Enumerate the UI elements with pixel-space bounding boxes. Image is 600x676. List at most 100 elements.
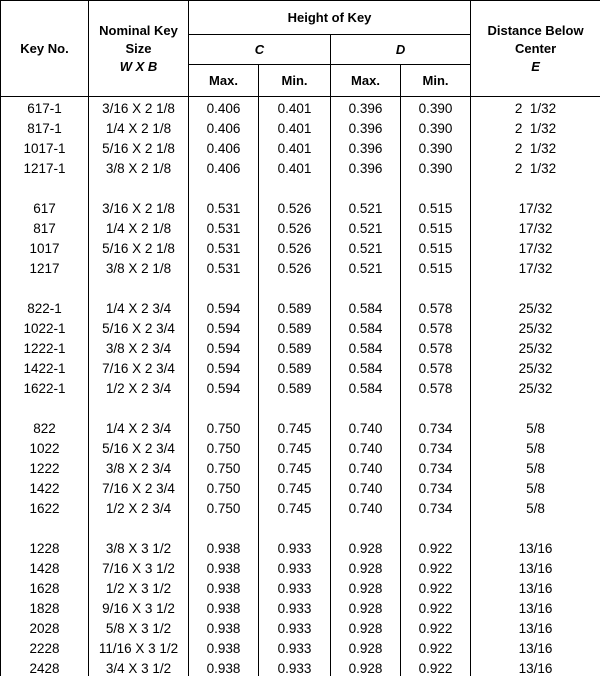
table-cell: 7/16 X 3 1/2 — [88, 559, 189, 579]
spacer-cell — [470, 279, 600, 299]
c-header: C — [188, 34, 331, 65]
table-row: 1022-1 5/16 X 2 3/4 0.594 0.589 0.584 0.578 25… — [0, 319, 600, 339]
table-row: 822 1/4 X 2 3/4 0.750 0.745 0.740 0.734 5/8 — [0, 419, 600, 439]
table-cell: 0.734 — [399, 479, 472, 499]
table-cell: 0.526 — [258, 219, 331, 239]
table-cell: 1222-1 — [0, 339, 89, 359]
table-cell: 0.928 — [330, 619, 401, 639]
table-cell: 1022 — [0, 439, 89, 459]
table-cell: 2 1/32 — [470, 139, 600, 159]
table-cell: 0.526 — [258, 199, 331, 219]
table-cell: 0.938 — [188, 579, 259, 599]
table-cell: 1828 — [0, 599, 89, 619]
table-row: 822-1 1/4 X 2 3/4 0.594 0.589 0.584 0.578 25/3… — [0, 299, 600, 319]
table-cell: 0.521 — [330, 199, 401, 219]
table-cell: 0.594 — [188, 379, 259, 399]
table-cell: 2428 — [0, 659, 89, 676]
table-cell: 0.589 — [258, 339, 331, 359]
table-cell: 1022-1 — [0, 319, 89, 339]
spacer-row — [0, 519, 600, 539]
spacer-cell — [188, 179, 259, 199]
distance-header: Distance Below Center E — [470, 0, 600, 97]
table-cell: 1/4 X 2 3/4 — [88, 299, 189, 319]
table-cell: 2 1/32 — [470, 159, 600, 179]
nominal-header: Nominal Key Size W X B — [88, 0, 189, 97]
table-cell: 617 — [0, 199, 89, 219]
table-cell: 0.928 — [330, 639, 401, 659]
table-cell: 0.390 — [399, 159, 472, 179]
table-row: 2228 11/16 X 3 1/2 0.938 0.933 0.928 0.922 13/… — [0, 639, 600, 659]
d-label: D — [395, 41, 406, 57]
table-cell: 0.745 — [258, 439, 331, 459]
d-header: D — [329, 34, 472, 65]
table-cell: 0.745 — [258, 499, 331, 519]
table-cell: 3/8 X 2 3/4 — [88, 459, 189, 479]
table-cell: 0.938 — [188, 639, 259, 659]
table-cell: 7/16 X 2 3/4 — [88, 479, 189, 499]
table-cell: 0.578 — [399, 299, 472, 319]
table-cell: 0.740 — [330, 459, 401, 479]
table-cell: 25/32 — [470, 299, 600, 319]
table-cell: 0.734 — [399, 459, 472, 479]
table-cell: 0.584 — [330, 339, 401, 359]
table-cell: 0.938 — [188, 559, 259, 579]
spacer-cell — [399, 179, 472, 199]
table-cell: 13/16 — [470, 539, 600, 559]
table-body: 617-1 3/16 X 2 1/8 0.406 0.401 0.396 0.390 2 1… — [0, 96, 600, 676]
table-row: 817 1/4 X 2 1/8 0.531 0.526 0.521 0.515 17/32 — [0, 219, 600, 239]
table-cell: 1428 — [0, 559, 89, 579]
table-cell: 0.922 — [399, 659, 472, 676]
table-cell: 0.526 — [258, 239, 331, 259]
table-row: 1217-1 3/8 X 2 1/8 0.406 0.401 0.396 0.390 2 1… — [0, 159, 600, 179]
table-cell: 0.526 — [258, 259, 331, 279]
table-cell: 0.740 — [330, 479, 401, 499]
table-cell: 1622-1 — [0, 379, 89, 399]
table-cell: 13/16 — [470, 599, 600, 619]
table-cell: 2 1/32 — [470, 96, 600, 119]
table-cell: 0.396 — [330, 159, 401, 179]
table-cell: 0.933 — [258, 639, 331, 659]
table-cell: 0.740 — [330, 499, 401, 519]
table-cell: 0.734 — [399, 419, 472, 439]
spacer-cell — [258, 179, 331, 199]
table-cell: 0.521 — [330, 259, 401, 279]
table-cell: 5/8 — [470, 459, 600, 479]
table-row: 817-1 1/4 X 2 1/8 0.406 0.401 0.396 0.390 2 1/… — [0, 119, 600, 139]
table-cell: 0.734 — [399, 439, 472, 459]
spacer-cell — [88, 179, 189, 199]
table-row: 1217 3/8 X 2 1/8 0.531 0.526 0.521 0.515 17/32 — [0, 259, 600, 279]
table-row: 1622 1/2 X 2 3/4 0.750 0.745 0.740 0.734 5/8 — [0, 499, 600, 519]
table-cell: 1422 — [0, 479, 89, 499]
table-cell: 0.594 — [188, 299, 259, 319]
spacer-cell — [330, 519, 401, 539]
table-cell: 0.928 — [330, 579, 401, 599]
table-cell: 0.396 — [330, 139, 401, 159]
table-cell: 1228 — [0, 539, 89, 559]
table-cell: 0.594 — [188, 359, 259, 379]
table-cell: 0.589 — [258, 359, 331, 379]
table-cell: 5/8 — [470, 499, 600, 519]
table-cell: 0.584 — [330, 319, 401, 339]
table-cell: 0.578 — [399, 359, 472, 379]
table-cell: 13/16 — [470, 579, 600, 599]
distance-sub: E — [531, 58, 540, 74]
min-header: Min. — [258, 64, 331, 97]
table-cell: 817 — [0, 219, 89, 239]
table-cell: 17/32 — [470, 259, 600, 279]
table-row: 1828 9/16 X 3 1/2 0.938 0.933 0.928 0.922 13/1… — [0, 599, 600, 619]
table-cell: 0.406 — [188, 139, 259, 159]
table-cell: 617-1 — [0, 96, 89, 119]
table-cell: 25/32 — [470, 359, 600, 379]
spacer-cell — [330, 279, 401, 299]
table-row: 1422-1 7/16 X 2 3/4 0.594 0.589 0.584 0.578 25… — [0, 359, 600, 379]
table-cell: 0.938 — [188, 619, 259, 639]
table-cell: 3/8 X 2 1/8 — [88, 259, 189, 279]
table-cell: 13/16 — [470, 659, 600, 676]
table-cell: 5/16 X 2 3/4 — [88, 319, 189, 339]
table-cell: 0.594 — [188, 339, 259, 359]
table-cell: 5/8 — [470, 479, 600, 499]
spacer-cell — [330, 179, 401, 199]
table-cell: 1422-1 — [0, 359, 89, 379]
table-cell: 0.401 — [258, 139, 331, 159]
spacer-cell — [0, 519, 89, 539]
